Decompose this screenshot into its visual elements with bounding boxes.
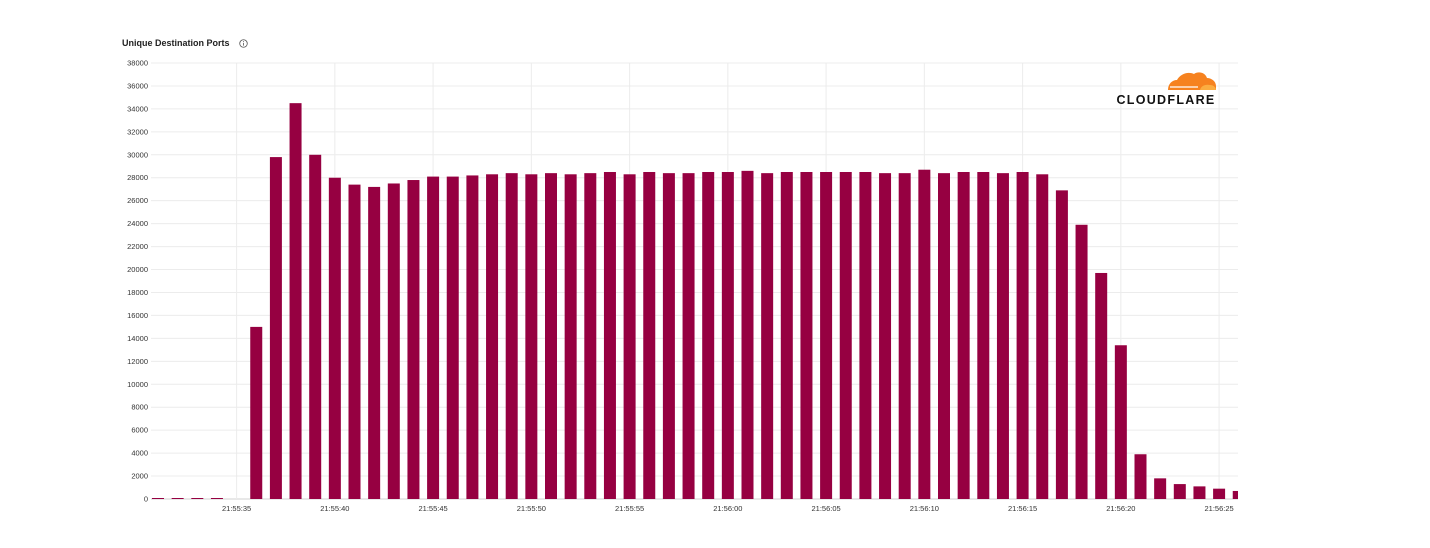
bar[interactable] — [1036, 174, 1049, 499]
y-tick-label: 4000 — [131, 449, 148, 458]
bar[interactable] — [348, 184, 361, 500]
bar[interactable] — [780, 172, 793, 499]
chart-header: Unique Destination Ports — [122, 38, 248, 48]
x-tick-label: 21:56:20 — [1106, 504, 1135, 513]
x-tick-label: 21:55:40 — [320, 504, 349, 513]
cloudflare-cloud-icon: CLOUDFLARE — [1116, 72, 1216, 107]
bar[interactable] — [623, 174, 636, 499]
x-tick-label: 21:55:50 — [517, 504, 546, 513]
y-tick-label: 2000 — [131, 472, 148, 481]
bar[interactable] — [662, 173, 675, 499]
bar[interactable] — [957, 172, 970, 499]
y-tick-label: 10000 — [127, 380, 148, 389]
bar[interactable] — [820, 172, 833, 499]
y-tick-label: 16000 — [127, 311, 148, 320]
bar[interactable] — [996, 173, 1009, 499]
bar[interactable] — [603, 172, 616, 499]
bar[interactable] — [269, 157, 282, 499]
bar[interactable] — [977, 172, 990, 499]
bar[interactable] — [1016, 172, 1029, 499]
bar[interactable] — [427, 176, 440, 499]
bar[interactable] — [702, 172, 715, 499]
x-tick-label: 21:56:05 — [811, 504, 840, 513]
bar[interactable] — [1232, 490, 1238, 499]
y-tick-label: 38000 — [127, 59, 148, 68]
bar[interactable] — [368, 186, 381, 500]
bar[interactable] — [938, 173, 950, 499]
bar[interactable] — [721, 172, 734, 499]
y-tick-label: 22000 — [127, 242, 148, 251]
y-tick-label: 18000 — [127, 288, 148, 297]
bar[interactable] — [741, 170, 754, 499]
bar[interactable] — [446, 176, 459, 499]
bar[interactable] — [486, 174, 499, 499]
cloudflare-wordmark: CLOUDFLARE — [1116, 93, 1215, 107]
bar[interactable] — [1193, 486, 1206, 499]
bar[interactable] — [171, 498, 184, 499]
x-tick-label: 21:56:10 — [910, 504, 939, 513]
y-axis: 0 2000 4000 6000 8000 10000 12000 14000 16000 180… — [127, 59, 148, 504]
bar[interactable] — [584, 173, 597, 499]
y-tick-label: 20000 — [127, 265, 148, 274]
bar[interactable] — [564, 174, 577, 499]
bar[interactable] — [250, 326, 263, 499]
bar[interactable] — [1173, 484, 1186, 499]
y-tick-label: 6000 — [131, 426, 148, 435]
x-tick-label: 21:56:15 — [1008, 504, 1037, 513]
y-tick-label: 28000 — [127, 173, 148, 182]
bar[interactable] — [1114, 345, 1127, 499]
x-tick-label: 21:55:45 — [418, 504, 447, 513]
x-axis: 21:55:35 21:55:40 21:55:45 21:55:50 21:55:55… — [222, 504, 1234, 513]
y-tick-label: 36000 — [127, 81, 148, 90]
bar[interactable] — [1154, 478, 1167, 499]
y-tick-label: 26000 — [127, 196, 148, 205]
bar[interactable] — [1095, 272, 1108, 499]
bar[interactable] — [387, 183, 400, 499]
bar[interactable] — [210, 498, 223, 499]
chart-title: Unique Destination Ports — [122, 38, 230, 48]
bar[interactable] — [1213, 488, 1226, 499]
bar[interactable] — [918, 169, 931, 499]
x-tick-label: 21:55:55 — [615, 504, 644, 513]
cloudflare-logo: CLOUDFLARE — [1110, 68, 1222, 108]
bar[interactable] — [152, 498, 164, 499]
bar[interactable] — [407, 180, 420, 499]
bar[interactable] — [309, 154, 322, 499]
bar[interactable] — [879, 173, 892, 499]
y-tick-label: 0 — [144, 495, 148, 504]
bar[interactable] — [839, 172, 852, 499]
bar[interactable] — [328, 177, 341, 499]
bar[interactable] — [1075, 224, 1088, 500]
bar[interactable] — [898, 173, 911, 499]
bar[interactable] — [643, 172, 656, 499]
bar[interactable] — [1055, 190, 1068, 499]
y-tick-label: 24000 — [127, 219, 148, 228]
bar[interactable] — [682, 173, 695, 499]
x-tick-label: 21:56:25 — [1204, 504, 1233, 513]
y-tick-label: 32000 — [127, 127, 148, 136]
bar[interactable] — [1134, 454, 1147, 499]
bar[interactable] — [466, 175, 479, 499]
bar[interactable] — [191, 498, 204, 499]
y-tick-label: 14000 — [127, 334, 148, 343]
bar[interactable] — [545, 173, 557, 499]
y-tick-label: 30000 — [127, 150, 148, 159]
bar[interactable] — [505, 173, 518, 499]
bar[interactable] — [525, 174, 538, 499]
y-tick-label: 12000 — [127, 357, 148, 366]
bar[interactable] — [859, 172, 872, 499]
info-icon[interactable] — [238, 38, 248, 48]
x-tick-label: 21:56:00 — [713, 504, 742, 513]
bar[interactable] — [289, 103, 302, 499]
y-tick-label: 8000 — [131, 403, 148, 412]
bar[interactable] — [761, 173, 774, 499]
y-tick-label: 34000 — [127, 104, 148, 113]
x-tick-label: 21:55:35 — [222, 504, 251, 513]
bar[interactable] — [800, 172, 813, 499]
bars — [152, 103, 1238, 500]
